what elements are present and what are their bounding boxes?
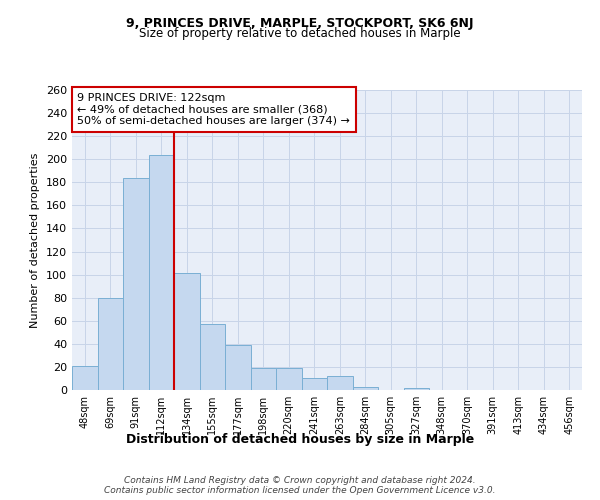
Bar [174,274,199,390]
Bar [225,345,251,390]
Bar [327,376,353,390]
Bar [123,178,149,390]
Text: Distribution of detached houses by size in Marple: Distribution of detached houses by size … [126,432,474,446]
Text: Size of property relative to detached houses in Marple: Size of property relative to detached ho… [139,28,461,40]
Y-axis label: Number of detached properties: Number of detached properties [31,152,40,328]
Text: 9, PRINCES DRIVE, MARPLE, STOCKPORT, SK6 6NJ: 9, PRINCES DRIVE, MARPLE, STOCKPORT, SK6… [126,18,474,30]
Bar [276,368,302,390]
Bar [404,388,429,390]
Bar [302,378,327,390]
Bar [353,386,378,390]
Bar [149,154,174,390]
Text: 9 PRINCES DRIVE: 122sqm
← 49% of detached houses are smaller (368)
50% of semi-d: 9 PRINCES DRIVE: 122sqm ← 49% of detache… [77,93,350,126]
Bar [72,366,97,390]
Text: Contains HM Land Registry data © Crown copyright and database right 2024.
Contai: Contains HM Land Registry data © Crown c… [104,476,496,495]
Bar [199,324,225,390]
Bar [97,298,123,390]
Bar [251,368,276,390]
